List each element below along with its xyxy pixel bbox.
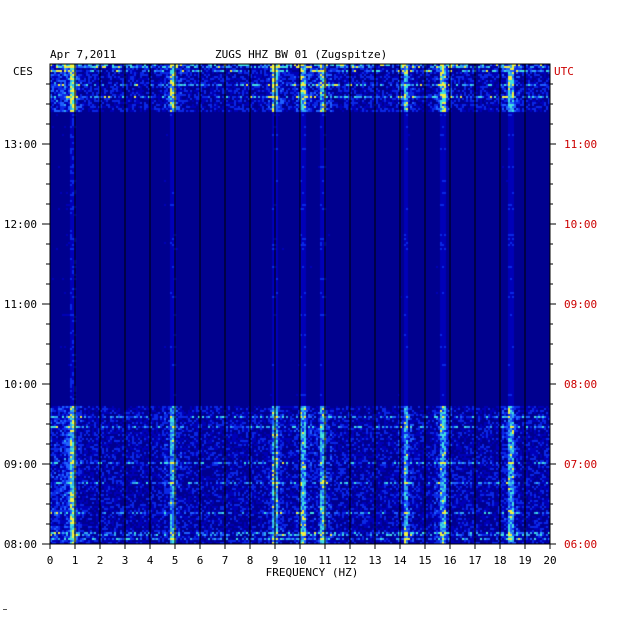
x-tick-label: 14 bbox=[393, 554, 407, 567]
x-tick-label: 4 bbox=[147, 554, 154, 567]
x-tick-label: 3 bbox=[122, 554, 129, 567]
date-label: Apr 7,2011 bbox=[50, 48, 117, 61]
right-timezone-label: UTC bbox=[554, 65, 574, 78]
x-tick-label: 20 bbox=[543, 554, 556, 567]
x-tick-label: 10 bbox=[293, 554, 306, 567]
x-tick-label: 8 bbox=[247, 554, 254, 567]
x-tick-label: 16 bbox=[443, 554, 456, 567]
x-tick-label: 9 bbox=[272, 554, 279, 567]
station-title: ZUGS HHZ BW 01 (Zugspitze) bbox=[215, 48, 388, 61]
x-axis-label: FREQUENCY (HZ) bbox=[266, 566, 359, 579]
x-tick-label: 0 bbox=[47, 554, 54, 567]
x-tick-label: 17 bbox=[468, 554, 481, 567]
left-time-ticks: 13:00 12:00 11:00 10:00 09:00 08:00 bbox=[4, 83, 50, 551]
x-tick-label: 11 bbox=[318, 554, 331, 567]
right-time-label: 11:00 bbox=[564, 138, 597, 151]
x-tick-label: 12 bbox=[343, 554, 356, 567]
left-time-label: 13:00 bbox=[4, 138, 37, 151]
left-time-label: 08:00 bbox=[4, 538, 37, 551]
x-tick-label: 13 bbox=[368, 554, 381, 567]
left-time-label: 12:00 bbox=[4, 218, 37, 231]
corner-mark bbox=[3, 609, 7, 613]
left-time-label: 11:00 bbox=[4, 298, 37, 311]
x-tick-label: 18 bbox=[493, 554, 506, 567]
right-time-label: 06:00 bbox=[564, 538, 597, 551]
frequency-ticks: 0 1 2 3 4 5 6 7 8 9 10 11 12 13 14 15 16 17 18 19 20 bbox=[47, 544, 557, 567]
right-time-label: 08:00 bbox=[564, 378, 597, 391]
x-tick-label: 2 bbox=[97, 554, 104, 567]
right-time-label: 10:00 bbox=[564, 218, 597, 231]
left-timezone-label: CES bbox=[13, 65, 33, 78]
left-time-label: 10:00 bbox=[4, 378, 37, 391]
x-tick-label: 1 bbox=[72, 554, 79, 567]
x-tick-label: 5 bbox=[172, 554, 179, 567]
frequency-gridlines bbox=[49, 63, 551, 545]
right-time-ticks: 11:00 10:00 09:00 08:00 07:00 06:00 bbox=[550, 83, 597, 551]
x-tick-label: 6 bbox=[197, 554, 204, 567]
right-time-label: 09:00 bbox=[564, 298, 597, 311]
x-tick-label: 7 bbox=[222, 554, 229, 567]
right-time-label: 07:00 bbox=[564, 458, 597, 471]
x-tick-label: 19 bbox=[518, 554, 531, 567]
x-tick-label: 15 bbox=[418, 554, 431, 567]
left-time-label: 09:00 bbox=[4, 458, 37, 471]
